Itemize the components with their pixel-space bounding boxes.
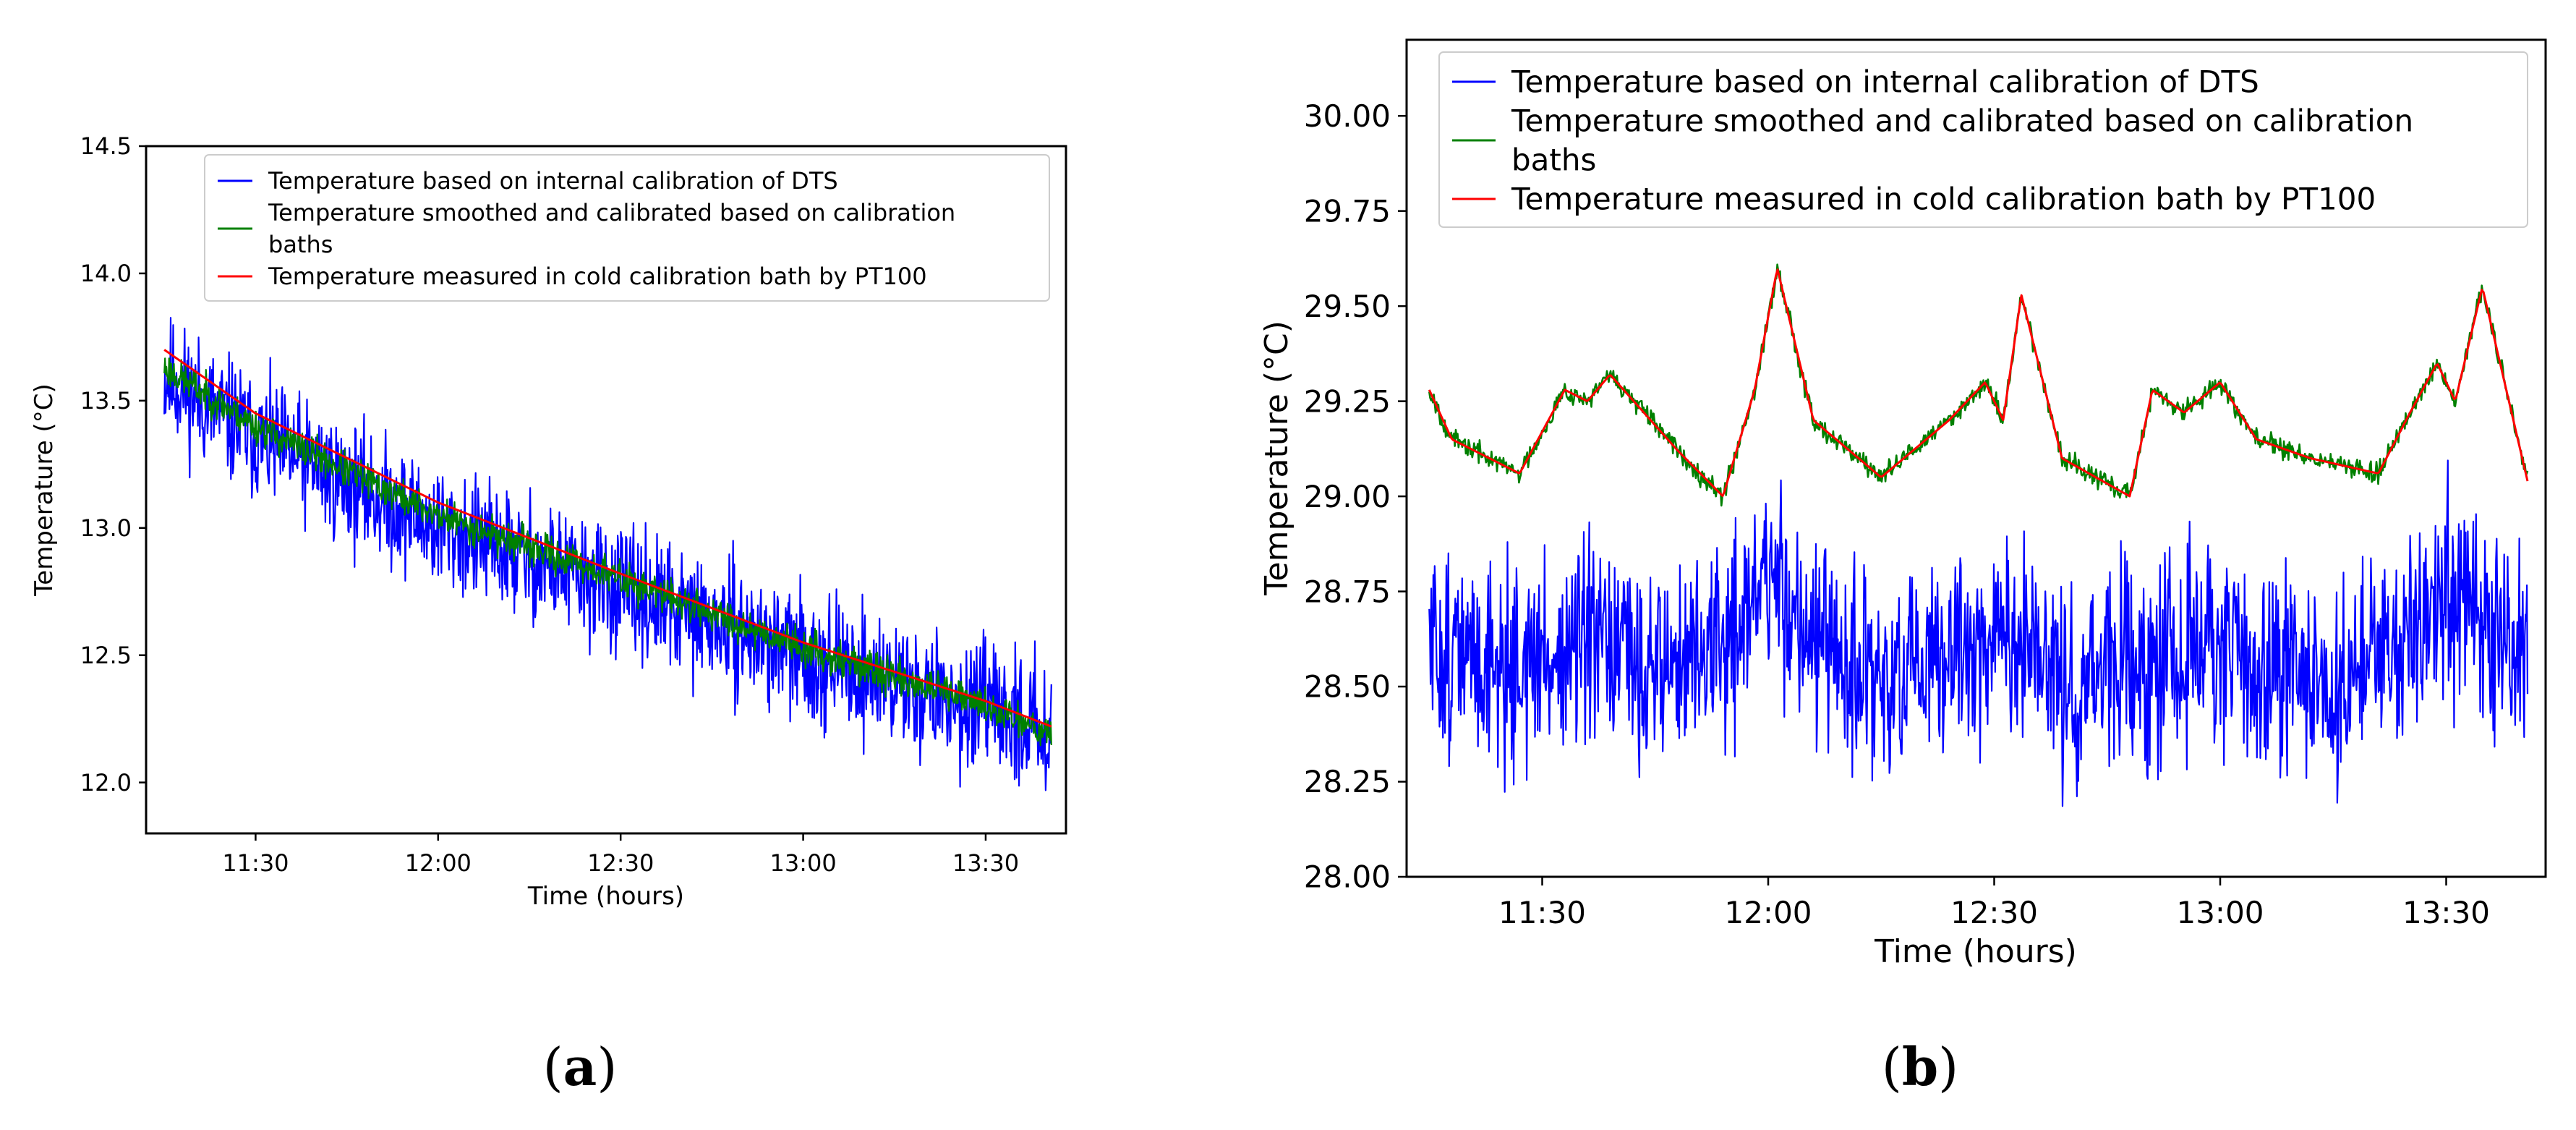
- panel-a-ytick-label: 12.5: [80, 642, 132, 669]
- panel-b-xtick-label: 12:00: [1724, 895, 1812, 930]
- panel-a-xtick-label: 13:00: [769, 849, 836, 877]
- panel-a-legend-box: [204, 154, 1050, 302]
- panel-a-label: (a): [543, 1036, 618, 1097]
- panel-b-legend-label: Temperature based on internal calibratio…: [1511, 64, 2259, 100]
- panel-b-axes-frame: [1405, 38, 2547, 878]
- panel-a-series: [163, 317, 1052, 791]
- panel-b: 11:30 12:00 12:30 13:00 13:30 28.00 28.25 28.50…: [1258, 38, 2547, 1097]
- panel-a-ytick-label: 14.0: [80, 260, 132, 287]
- panel-a-ticks: 11:30 12:00 12:30 13:00 13:30 12.0 12.5 13.0 13.…: [80, 132, 1019, 877]
- panel-b-series-line-0: [1428, 459, 2529, 807]
- panel-a-xtick-label: 12:00: [405, 849, 472, 877]
- panel-a-ytick-label: 12.0: [80, 769, 132, 796]
- panel-b-series-line-2: [1428, 268, 2529, 498]
- panel-a-legend: Temperature based on internal calibratio…: [204, 154, 1050, 302]
- panel-b-legend-label: baths: [1511, 143, 1596, 178]
- panel-a-xlabel: Time (hours): [527, 882, 684, 911]
- panel-a-xtick-label: 12:30: [587, 849, 654, 877]
- panel-a-legend-label: Temperature based on internal calibratio…: [268, 167, 838, 195]
- panel-a-xtick-label: 13:30: [952, 849, 1019, 877]
- panel-b-xtick-label: 13:30: [2402, 895, 2490, 930]
- panel-b-ytick-label: 30.00: [1304, 98, 1391, 134]
- panel-a-legend-label: baths: [268, 231, 333, 258]
- panel-a-xtick-label: 11:30: [222, 849, 289, 877]
- panel-a-series-line-0: [163, 317, 1052, 791]
- panel-a: 11:30 12:00 12:30 13:00 13:30 12.0 12.5 13.0 13.…: [30, 132, 1067, 1097]
- panel-a-legend-label: Temperature smoothed and calibrated base…: [268, 199, 955, 226]
- panel-a-axes-frame: [145, 145, 1067, 835]
- panel-b-ytick-label: 28.50: [1304, 669, 1391, 705]
- panel-a-legend-label: Temperature measured in cold calibration…: [268, 263, 927, 290]
- panel-a-ylabel: Temperature (°C): [30, 383, 59, 596]
- panel-b-ytick-label: 29.25: [1304, 383, 1391, 419]
- panel-b-series: [1428, 263, 2529, 807]
- panel-b-xtick-label: 11:30: [1498, 895, 1586, 930]
- panel-b-ytick-label: 28.75: [1304, 574, 1391, 609]
- panel-a-series-line-1: [163, 357, 1052, 747]
- panel-b-ytick-label: 28.00: [1304, 859, 1391, 895]
- panel-b-legend-label: Temperature measured in cold calibration…: [1511, 182, 2376, 217]
- panel-a-ytick-label: 13.5: [80, 387, 132, 415]
- panel-b-label: (b): [1882, 1036, 1959, 1097]
- panel-b-legend-label: Temperature smoothed and calibrated base…: [1511, 103, 2413, 139]
- panel-a-series-line-2: [163, 349, 1052, 728]
- panel-b-ytick-label: 29.75: [1304, 193, 1391, 229]
- panel-b-xtick-label: 13:00: [2176, 895, 2264, 930]
- panel-b-ytick-label: 28.25: [1304, 764, 1391, 799]
- panel-a-ytick-label: 14.5: [80, 132, 132, 160]
- panel-b-ytick-label: 29.50: [1304, 289, 1391, 324]
- panel-b-xlabel: Time (hours): [1874, 933, 2077, 970]
- panel-a-ytick-label: 13.0: [80, 514, 132, 542]
- panel-b-legend-box: [1438, 51, 2528, 228]
- panel-b-ytick-label: 29.00: [1304, 479, 1391, 514]
- panel-b-xtick-label: 12:30: [1950, 895, 2038, 930]
- panel-b-ylabel: Temperature (°C): [1258, 320, 1295, 596]
- panel-b-ticks: 11:30 12:00 12:30 13:00 13:30 28.00 28.25 28.50…: [1304, 98, 2490, 930]
- panel-b-legend: Temperature based on internal calibratio…: [1438, 51, 2528, 228]
